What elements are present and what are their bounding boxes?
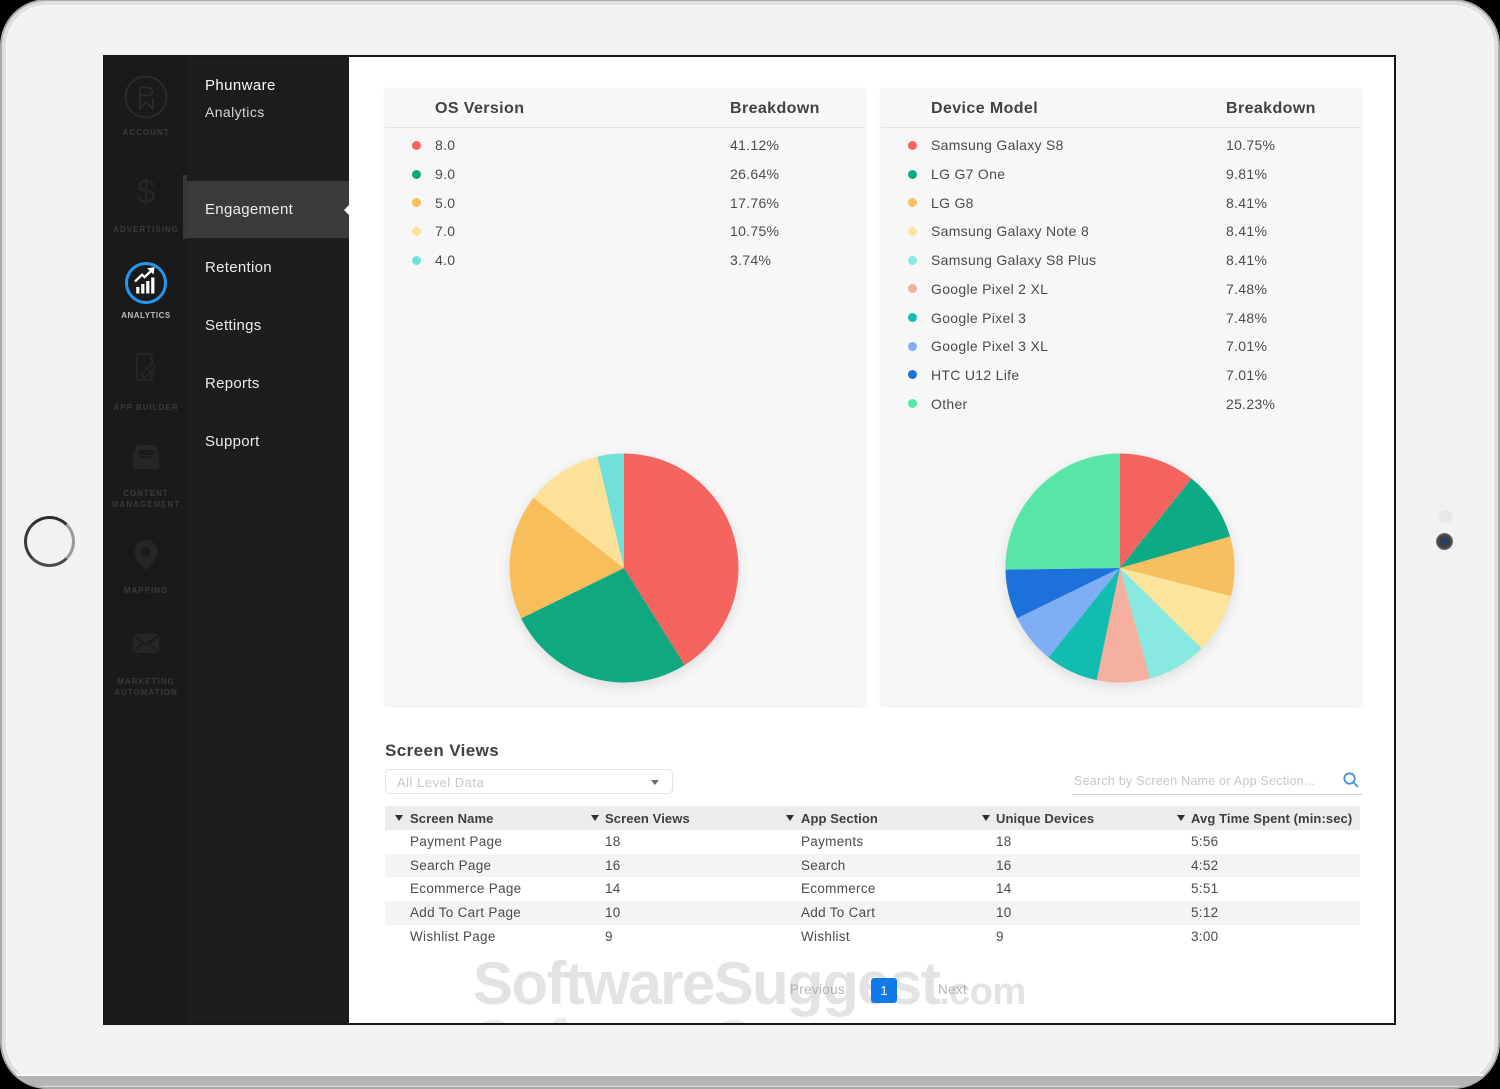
svg-text:$: $ bbox=[137, 174, 156, 211]
